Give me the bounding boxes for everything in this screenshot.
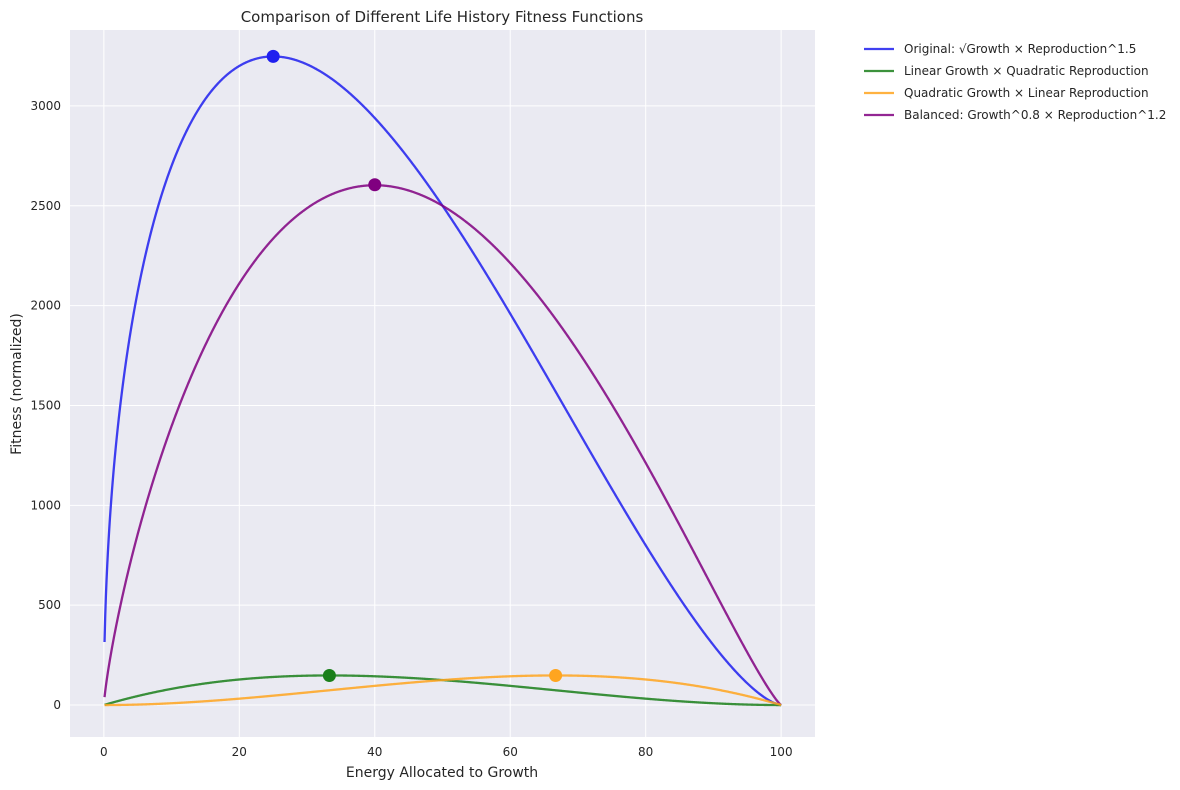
legend-entry-1: Linear Growth × Quadratic Reproduction — [904, 64, 1149, 78]
legend-entry-3: Balanced: Growth^0.8 × Reproduction^1.2 — [904, 108, 1166, 122]
chart-title: Comparison of Different Life History Fit… — [241, 8, 644, 26]
optimum-point-3 — [368, 178, 382, 192]
legend: Original: √Growth × Reproduction^1.5 Line… — [864, 42, 1166, 122]
x-axis-label: Energy Allocated to Growth — [346, 765, 538, 781]
y-axis-ticks: 0 500 1000 1500 2000 2500 3000 — [30, 99, 61, 712]
y-tick-label: 1000 — [30, 498, 61, 512]
x-axis-ticks: 0 20 40 60 80 100 — [100, 745, 793, 759]
optimum-markers — [266, 49, 563, 682]
optimum-point-1 — [322, 668, 336, 682]
x-tick-label: 40 — [367, 745, 382, 759]
optimum-point-0 — [266, 49, 280, 63]
legend-entry-2: Quadratic Growth × Linear Reproduction — [904, 86, 1149, 100]
y-tick-label: 3000 — [30, 99, 61, 113]
y-tick-label: 1500 — [30, 398, 61, 412]
x-tick-label: 0 — [100, 745, 108, 759]
y-tick-label: 500 — [38, 598, 61, 612]
x-tick-label: 60 — [503, 745, 518, 759]
y-tick-label: 2000 — [30, 299, 61, 313]
x-tick-label: 100 — [770, 745, 793, 759]
series-lines — [103, 55, 782, 707]
x-tick-label: 20 — [232, 745, 247, 759]
legend-entry-0: Original: √Growth × Reproduction^1.5 — [904, 42, 1136, 56]
y-tick-label: 2500 — [30, 199, 61, 213]
optimum-point-2 — [549, 668, 563, 682]
y-tick-label: 0 — [53, 698, 61, 712]
plot-area — [70, 30, 815, 737]
y-axis-label: Fitness (normalized) — [9, 313, 25, 455]
grid-lines — [70, 30, 815, 737]
x-tick-label: 80 — [638, 745, 653, 759]
series-line-3 — [103, 184, 782, 706]
series-line-2 — [104, 674, 782, 707]
